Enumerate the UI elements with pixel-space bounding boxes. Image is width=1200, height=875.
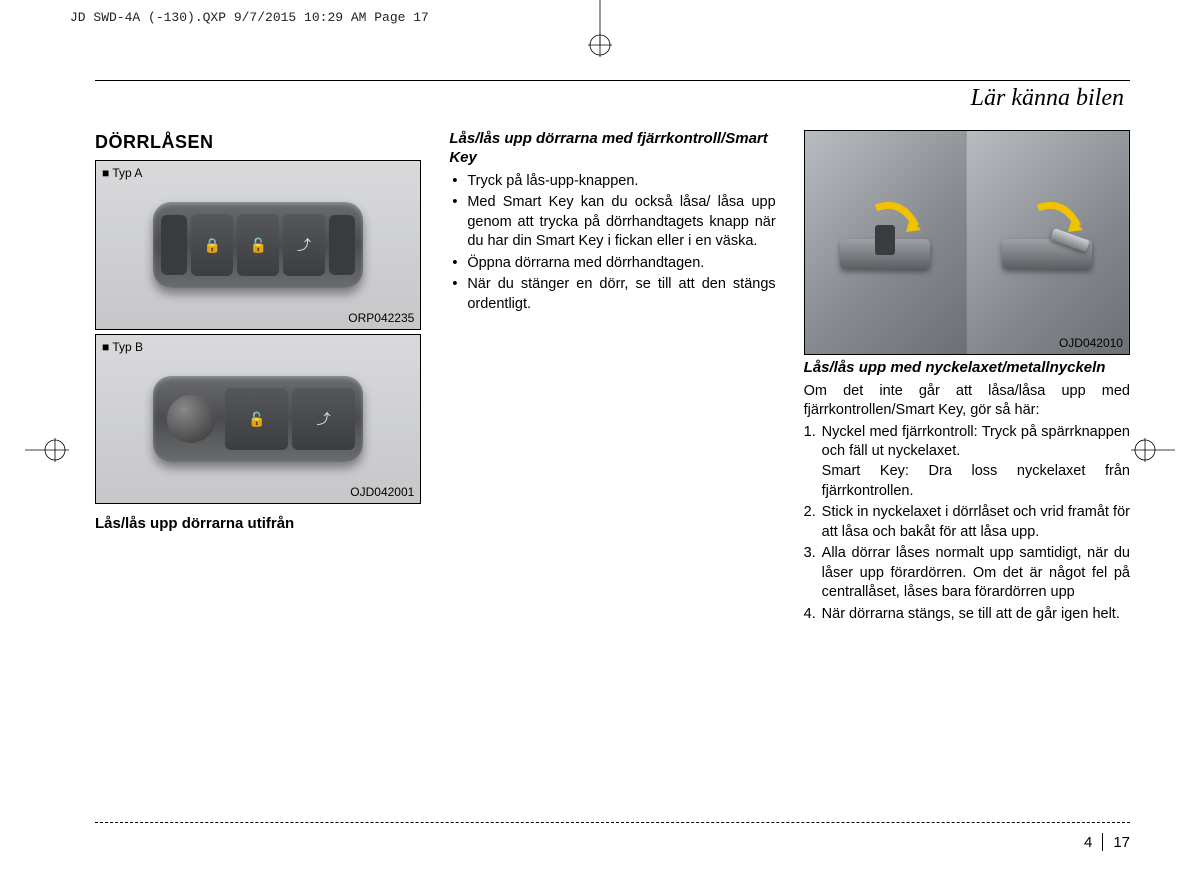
col1-subhead: Lås/lås upp dörrarna utifrån xyxy=(95,514,421,534)
keyfob-flip-illustration: 🔒 🔓 ⤴ xyxy=(153,202,363,288)
col2-bullet: När du stänger en dörr, se till att den … xyxy=(449,275,775,314)
door-handle-key-illustration xyxy=(967,131,1129,354)
col2-bullet: Öppna dörrarna med dörrhandtagen. xyxy=(449,254,775,274)
figure-a-id: ORP042235 xyxy=(348,310,414,326)
column-3: OJD042010 Lås/lås upp med nyckelaxet/met… xyxy=(804,130,1130,627)
figure-key-type-b: ■ Typ B 🔓 ⤴ OJD042001 xyxy=(95,334,421,504)
col2-bullet-list: Tryck på lås-upp-knappen. Med Smart Key … xyxy=(449,172,775,315)
col2-subhead: Lås/lås upp dörrarna med fjärrkontroll/S… xyxy=(449,130,775,168)
content-columns: DÖRRLÅSEN ■ Typ A 🔒 🔓 ⤴ ORP042235 ■ Typ … xyxy=(95,130,1130,627)
col3-numbered-list: Nyckel med fjärrkontroll: Tryck på spärr… xyxy=(804,423,1130,625)
figure-b-label: ■ Typ B xyxy=(102,339,143,355)
figure-a-label: ■ Typ A xyxy=(102,165,142,181)
figure-door-id: OJD042010 xyxy=(1059,335,1123,351)
page-number-separator xyxy=(1102,833,1103,851)
col3-item: När dörrarna stängs, se till att de går … xyxy=(804,605,1130,625)
col3-item: Nyckel med fjärrkontroll: Tryck på spärr… xyxy=(804,423,1130,501)
crop-mark-top xyxy=(580,0,620,60)
door-handle-button-illustration xyxy=(805,131,967,354)
chapter-number: 4 xyxy=(1084,834,1092,851)
figure-b-id: OJD042001 xyxy=(350,484,414,500)
crop-mark-left xyxy=(25,430,75,470)
keyfob-smart-illustration: 🔓 ⤴ xyxy=(153,376,363,462)
col3-intro: Om det inte går att låsa/låsa upp med fj… xyxy=(804,382,1130,421)
figure-door-handle: OJD042010 xyxy=(804,130,1130,355)
col3-item-main: Nyckel med fjärrkontroll: Tryck på spärr… xyxy=(822,424,1130,460)
page-number-value: 17 xyxy=(1113,834,1130,851)
figure-key-type-a: ■ Typ A 🔒 🔓 ⤴ ORP042235 xyxy=(95,160,421,330)
crop-mark-right xyxy=(1125,430,1175,470)
page-number: 4 17 xyxy=(1084,833,1130,851)
column-1: DÖRRLÅSEN ■ Typ A 🔒 🔓 ⤴ ORP042235 ■ Typ … xyxy=(95,130,421,627)
col3-item-sub: Smart Key: Dra loss nyckelaxet från fjär… xyxy=(822,462,1130,501)
print-header: JD SWD-4A (-130).QXP 9/7/2015 10:29 AM P… xyxy=(70,10,429,25)
col2-bullet: Tryck på lås-upp-knappen. xyxy=(449,172,775,192)
page-content: Lär känna bilen DÖRRLÅSEN ■ Typ A 🔒 🔓 ⤴ … xyxy=(95,80,1130,835)
arrow-icon xyxy=(1028,198,1088,248)
chapter-title: Lär känna bilen xyxy=(95,85,1130,112)
header-rule xyxy=(95,80,1130,81)
column-2: Lås/lås upp dörrarna med fjärrkontroll/S… xyxy=(449,130,775,627)
col3-item: Stick in nyckelaxet i dörrlåset och vrid… xyxy=(804,503,1130,542)
section-title: DÖRRLÅSEN xyxy=(95,130,421,154)
col3-item: Alla dörrar låses normalt upp samtidigt,… xyxy=(804,544,1130,603)
arrow-icon xyxy=(866,198,926,248)
col3-subhead: Lås/lås upp med nyckelaxet/metallnyckeln xyxy=(804,359,1130,378)
page-footer: 4 17 xyxy=(95,822,1130,831)
col2-bullet: Med Smart Key kan du också låsa/ låsa up… xyxy=(449,193,775,252)
